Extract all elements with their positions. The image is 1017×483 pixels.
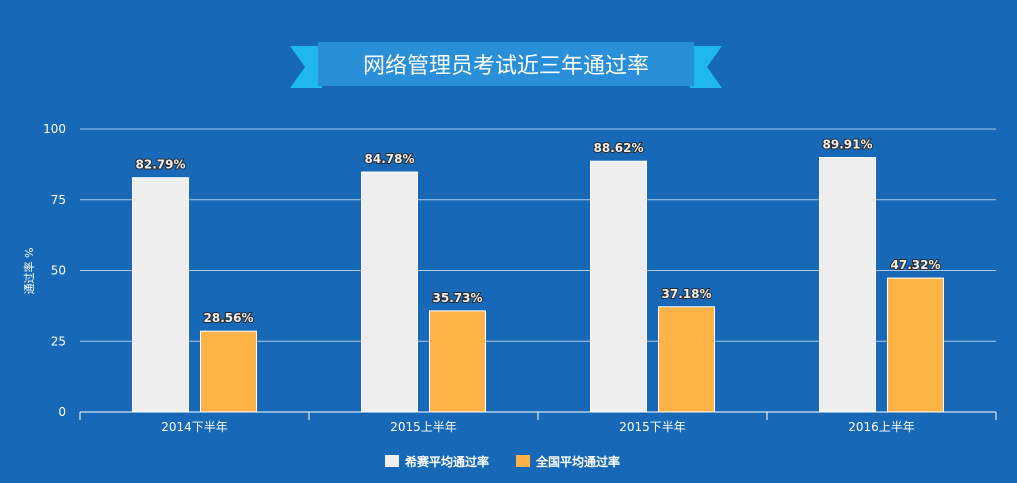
ribbon-left-tail xyxy=(290,46,322,88)
title-ribbon: 网络管理员考试近三年通过率 xyxy=(290,42,722,88)
data-label: 28.56% xyxy=(204,311,254,325)
ribbon-main xyxy=(318,42,694,86)
legend-label: 全国平均通过率 xyxy=(535,454,620,469)
x-tick-label: 2015上半年 xyxy=(390,420,457,434)
y-tick-label: 25 xyxy=(51,334,66,348)
x-tick-label: 2015下半年 xyxy=(619,420,686,434)
y-axis-label: 通过率 % xyxy=(22,248,36,295)
x-tick-label: 2016上半年 xyxy=(848,420,915,434)
data-label: 47.32% xyxy=(891,258,941,272)
y-tick-label: 75 xyxy=(51,193,66,207)
bar xyxy=(132,177,189,413)
y-tick-label: 100 xyxy=(43,122,66,136)
bar xyxy=(361,171,418,413)
data-label: 37.18% xyxy=(662,287,712,301)
data-label: 82.79% xyxy=(136,158,186,172)
y-tick-label: 0 xyxy=(58,405,66,419)
bars xyxy=(132,157,944,413)
bar xyxy=(590,160,647,413)
x-tick-label: 2014下半年 xyxy=(161,420,228,434)
legend-swatch xyxy=(516,455,530,467)
data-label: 84.78% xyxy=(365,152,415,166)
legend-swatch xyxy=(385,455,399,467)
x-axis: 2014下半年 2015上半年 2015下半年 2016上半年 xyxy=(79,411,997,434)
bar xyxy=(200,330,257,413)
data-label: 35.73% xyxy=(433,291,483,305)
bar xyxy=(429,310,486,413)
data-label: 89.91% xyxy=(823,138,873,152)
chart-title: 网络管理员考试近三年通过率 xyxy=(363,54,649,79)
bar xyxy=(819,157,876,413)
bar xyxy=(887,277,944,413)
data-labels: 82.79% 84.78% 88.62% 89.91% 28.56% 35.73% 37.1… xyxy=(135,137,942,327)
y-tick-label: 50 xyxy=(51,264,66,278)
data-label: 88.62% xyxy=(594,141,644,155)
bar xyxy=(658,306,715,413)
y-axis-ticks: 0 25 50 75 100 xyxy=(43,122,66,419)
legend: 希赛平均通过率 全国平均通过率 xyxy=(385,454,620,469)
legend-label: 希赛平均通过率 xyxy=(404,454,489,469)
ribbon-right-tail xyxy=(690,46,722,88)
